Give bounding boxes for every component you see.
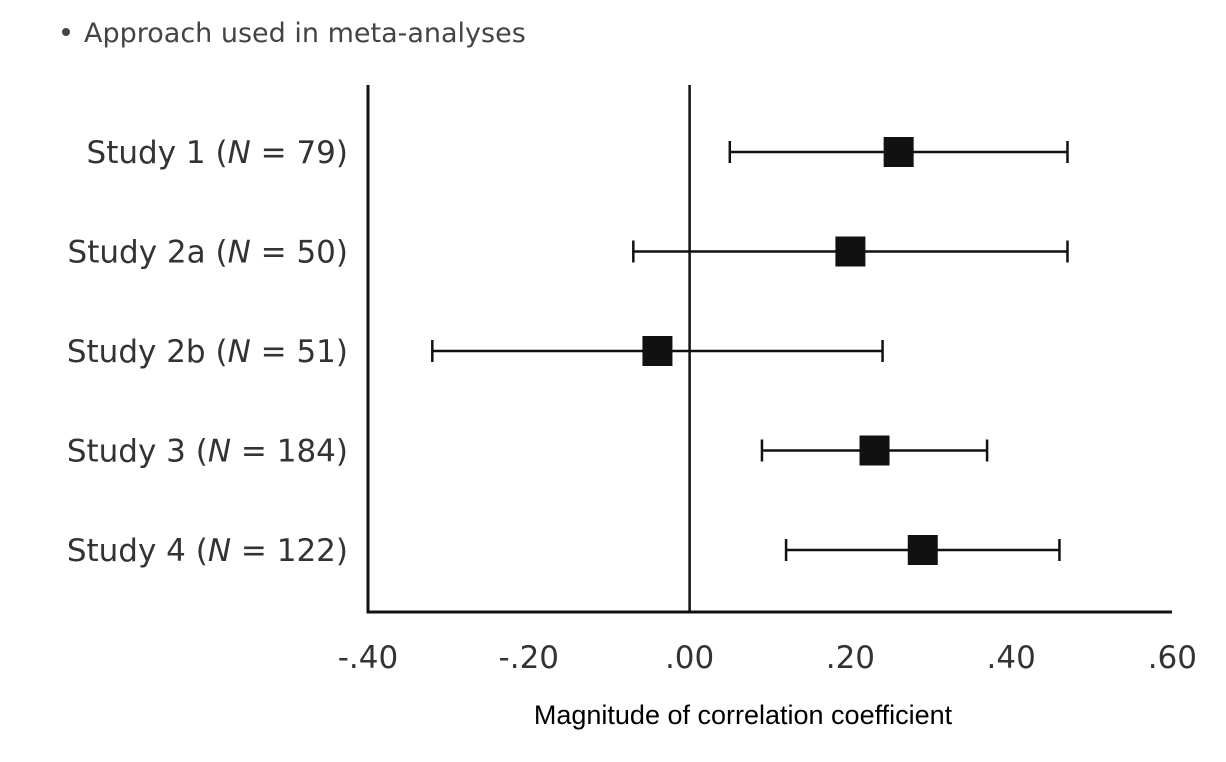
study-rows: Study 1 (N = 79) Study 2a (N = 50) Study 2… (67, 135, 1069, 569)
x-tick-label: .00 (665, 640, 714, 676)
x-tick-label: .40 (987, 640, 1036, 676)
x-tick-labels: -.40 -.20 .00 .20 .40 .60 (338, 640, 1197, 676)
x-tick-label: .20 (826, 640, 875, 676)
study-label: Study 2a (N = 50) (68, 235, 348, 271)
point-estimate-marker (642, 336, 673, 366)
bullet-text: Approach used in meta-analyses (84, 18, 526, 49)
study-row: Study 2a (N = 50) (68, 235, 1069, 271)
x-axis-title: Magnitude of correlation coefficient (533, 700, 953, 730)
study-label: Study 4 (N = 122) (67, 533, 348, 569)
point-estimate-marker (907, 535, 938, 565)
x-tick-label: .60 (1148, 640, 1197, 676)
study-row: Study 4 (N = 122) (67, 533, 1061, 569)
study-row: Study 2b (N = 51) (67, 334, 884, 370)
study-row: Study 3 (N = 184) (67, 434, 989, 470)
bullet-dot-icon (62, 27, 70, 36)
point-estimate-marker (859, 435, 890, 466)
study-row: Study 1 (N = 79) (87, 135, 1069, 171)
point-estimate-marker (883, 137, 914, 167)
study-label: Study 3 (N = 184) (67, 434, 348, 470)
x-tick-label: -.20 (499, 640, 560, 676)
point-estimate-marker (835, 236, 866, 267)
x-tick-label: -.40 (338, 640, 399, 676)
axes (366, 85, 1172, 614)
study-label: Study 2b (N = 51) (67, 334, 348, 370)
bullet-item: Approach used in meta-analyses (62, 18, 526, 49)
study-label: Study 1 (N = 79) (87, 135, 348, 171)
